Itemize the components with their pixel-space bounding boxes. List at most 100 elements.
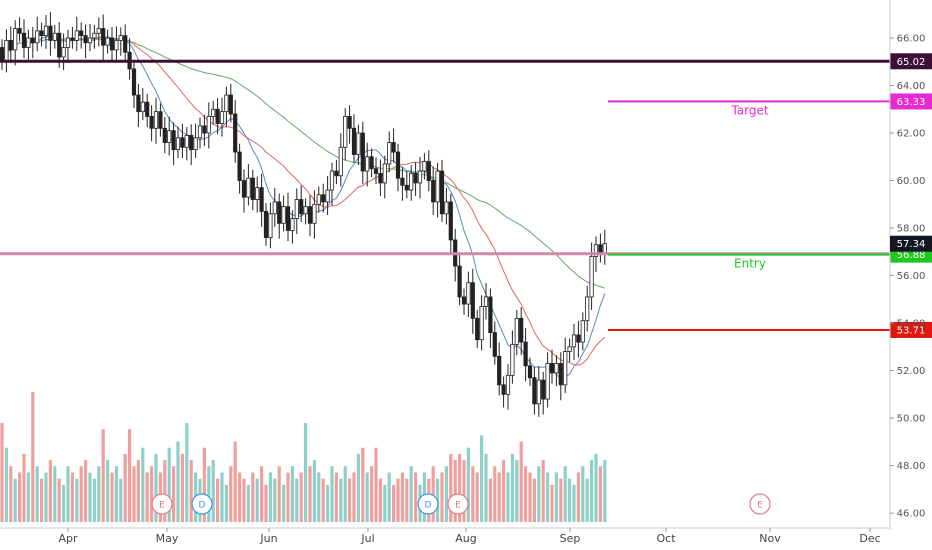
candlesticks xyxy=(0,12,607,417)
candle-body xyxy=(312,203,317,224)
volume-bar xyxy=(123,453,127,522)
ma-50-line xyxy=(1,38,605,289)
volume-bar xyxy=(576,472,580,522)
volume-bar xyxy=(150,466,154,522)
event-marker-e[interactable]: E xyxy=(447,493,469,515)
event-marker-d[interactable]: D xyxy=(417,493,439,515)
candle-body xyxy=(409,173,414,191)
level-53.71[interactable]: 53.71 xyxy=(608,321,932,338)
event-marker-circle[interactable] xyxy=(417,493,439,515)
candle-body xyxy=(439,170,445,215)
volume-bar xyxy=(554,472,558,522)
volume-bar xyxy=(484,453,488,522)
volume-bar xyxy=(568,478,572,522)
candle-body xyxy=(233,113,238,153)
level-63.33[interactable]: 63.33 Target xyxy=(608,93,932,117)
candle-body xyxy=(307,206,313,224)
volume-bar xyxy=(141,447,145,522)
event-marker-circle[interactable] xyxy=(749,493,771,515)
candle xyxy=(92,24,97,49)
y-tick-label: 48.00 xyxy=(897,461,926,472)
level-65.02[interactable]: 65.02 xyxy=(0,53,932,70)
candle xyxy=(602,229,607,265)
x-tick-label: Oct xyxy=(656,532,676,545)
level-56.88[interactable]: 56.88 Entry xyxy=(608,246,932,271)
volume-bar xyxy=(295,478,299,522)
volume-bar xyxy=(233,441,237,522)
candle-body xyxy=(294,199,299,219)
volume-bar xyxy=(326,484,330,522)
candle xyxy=(541,371,546,415)
candle-body xyxy=(527,365,533,379)
candle-body xyxy=(8,39,13,51)
volume-bar xyxy=(409,466,413,522)
candle-body xyxy=(237,151,242,181)
candle-body xyxy=(4,39,9,63)
volume-bar xyxy=(26,472,30,522)
candle-body xyxy=(299,199,304,215)
volume-bar xyxy=(405,478,409,522)
event-marker-circle[interactable] xyxy=(191,493,213,515)
candle xyxy=(563,337,568,394)
candle xyxy=(413,162,418,196)
candle-body xyxy=(365,156,370,172)
candle-body xyxy=(131,68,137,96)
candle-body xyxy=(593,244,599,257)
candle xyxy=(316,186,321,213)
candle-body xyxy=(382,163,387,184)
price-label-badge xyxy=(890,321,932,338)
candle xyxy=(246,164,251,206)
volume-bar xyxy=(590,460,594,522)
volume-bar xyxy=(66,466,70,522)
volume-bar xyxy=(515,460,519,522)
volume-bar xyxy=(57,478,61,522)
candle-body xyxy=(334,170,339,177)
volume-bar xyxy=(317,472,321,522)
volume-bars xyxy=(0,392,607,522)
event-marker-d[interactable]: D xyxy=(191,493,213,515)
candle-body xyxy=(585,296,590,322)
candle xyxy=(285,192,291,242)
volume-bar xyxy=(449,453,453,522)
volume-bar xyxy=(444,466,448,522)
candle xyxy=(321,183,326,213)
volume-bar xyxy=(524,466,528,522)
y-tick-label: 56.00 xyxy=(897,271,926,282)
candle-body xyxy=(356,132,361,155)
volume-bar xyxy=(128,429,132,522)
candle-body xyxy=(321,194,326,203)
candle-body xyxy=(21,32,27,48)
candle-body xyxy=(360,132,365,172)
candle-body xyxy=(576,334,581,343)
candle-body xyxy=(505,374,511,395)
event-marker-circle[interactable] xyxy=(447,493,469,515)
candle xyxy=(43,14,49,49)
x-tick-label: Sep xyxy=(560,532,581,545)
candle-body xyxy=(193,137,198,151)
candle-body xyxy=(52,32,57,41)
candle xyxy=(13,20,18,66)
candle-body xyxy=(162,127,167,143)
volume-bar xyxy=(172,466,176,522)
candle-body xyxy=(549,363,555,374)
volume-bar xyxy=(598,466,602,522)
candle xyxy=(158,103,163,137)
event-marker-e[interactable]: E xyxy=(749,493,771,515)
ma-20-line xyxy=(1,36,606,366)
volume-bar xyxy=(475,472,479,522)
candle-body xyxy=(272,201,277,215)
candle-body xyxy=(149,116,154,129)
event-marker-circle[interactable] xyxy=(151,493,173,515)
volume-bar xyxy=(356,453,360,522)
candle-body xyxy=(395,151,401,179)
volume-bar xyxy=(361,447,365,522)
candle xyxy=(325,176,330,215)
candle-body xyxy=(563,351,568,386)
event-marker-e[interactable]: E xyxy=(151,493,173,515)
candle xyxy=(153,97,159,144)
volume-bar xyxy=(458,453,462,522)
candle-body xyxy=(228,94,233,115)
